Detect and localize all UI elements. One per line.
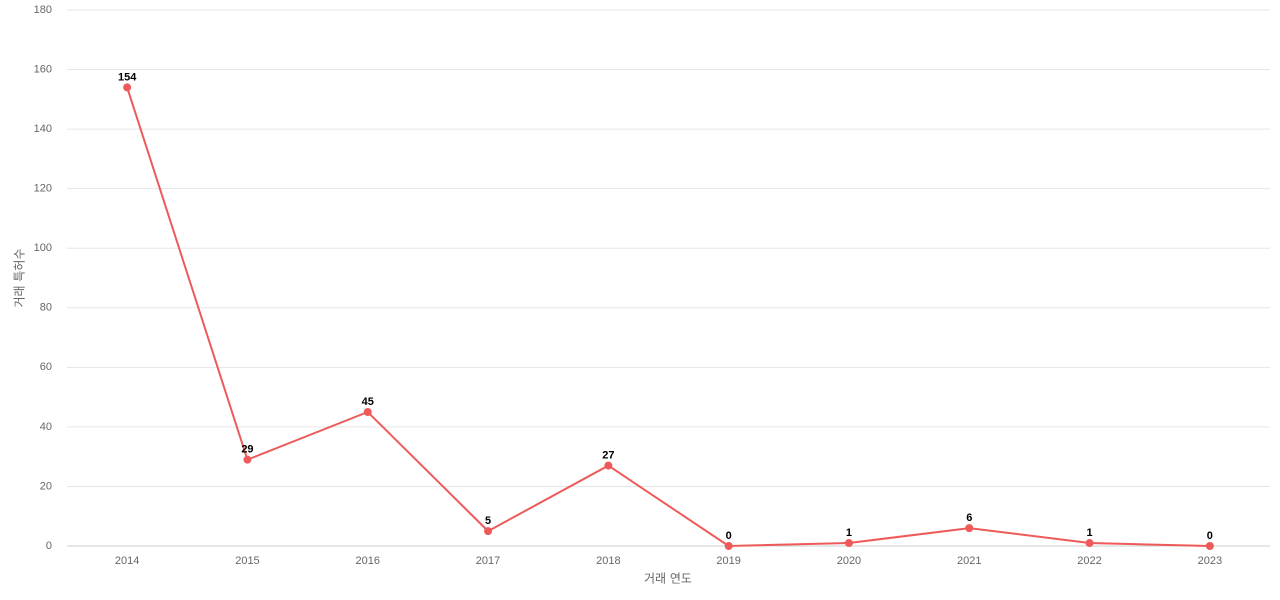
data-label: 0 [726, 530, 732, 542]
data-label: 1 [846, 527, 852, 539]
y-tick-label: 60 [40, 361, 52, 373]
x-axis-title: 거래 연도 [644, 572, 692, 586]
y-tick-label: 0 [46, 540, 52, 552]
data-label: 6 [966, 512, 972, 524]
x-tick-label: 2016 [356, 555, 380, 567]
data-label: 29 [241, 444, 253, 456]
data-point [484, 527, 493, 536]
y-tick-label: 180 [34, 4, 52, 16]
y-tick-label: 160 [34, 63, 52, 75]
data-point [724, 542, 733, 550]
x-tick-label: 2015 [235, 555, 259, 567]
data-label: 5 [485, 515, 491, 527]
series-line [126, 87, 1210, 548]
x-tick-label: 2021 [957, 555, 981, 567]
data-point [1205, 542, 1214, 550]
y-tick-label: 120 [34, 183, 52, 195]
data-point [604, 461, 613, 470]
y-tick-label: 40 [40, 421, 52, 433]
data-point [844, 539, 853, 548]
data-point [363, 408, 372, 416]
data-label: 27 [602, 450, 614, 462]
data-point [965, 524, 974, 533]
y-tick-label: 80 [40, 302, 52, 314]
data-point [243, 455, 252, 464]
data-point [1085, 539, 1094, 548]
data-label: 1 [1086, 527, 1092, 539]
x-tick-label: 2022 [1077, 555, 1101, 567]
y-tick-label: 20 [40, 480, 52, 492]
x-tick-label: 2020 [837, 555, 861, 567]
data-label: 45 [362, 396, 374, 408]
x-tick-label: 2018 [596, 555, 620, 567]
y-tick-label: 140 [34, 123, 52, 135]
data-label: 0 [1207, 530, 1213, 542]
y-tick-label: 100 [34, 242, 52, 254]
data-point [123, 83, 132, 92]
x-tick-label: 2014 [115, 555, 139, 567]
data-label: 154 [118, 71, 137, 83]
x-tick-label: 2017 [476, 555, 500, 567]
x-tick-label: 2023 [1198, 555, 1222, 567]
y-axis-title: 거래 특허수 [13, 248, 27, 307]
x-tick-label: 2019 [716, 555, 740, 567]
